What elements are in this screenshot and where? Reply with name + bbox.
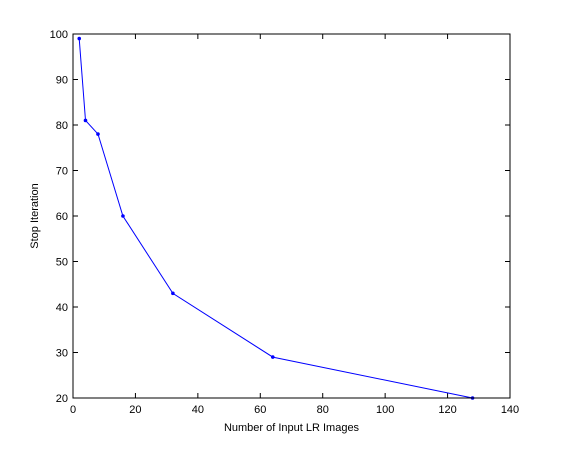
y-tick-label: 70 <box>56 166 68 178</box>
y-axis-label: Stop Iteration <box>29 183 41 248</box>
x-axis-label: Number of Input LR Images <box>224 422 360 434</box>
plot-area <box>73 34 510 398</box>
y-tick-label: 30 <box>56 348 68 360</box>
x-tick-label: 100 <box>376 404 394 416</box>
data-point <box>77 36 82 41</box>
data-point <box>83 118 88 123</box>
data-point <box>96 132 100 136</box>
x-tick-label: 120 <box>438 404 456 416</box>
data-point <box>270 355 275 359</box>
x-tick-label: 0 <box>70 404 76 416</box>
y-tick-label: 80 <box>56 120 68 132</box>
x-tick-label: 60 <box>254 404 266 416</box>
x-tick-label: 140 <box>501 404 519 416</box>
y-tick-label: 60 <box>56 211 68 223</box>
y-tick-label: 50 <box>56 257 68 269</box>
y-tick-label: 100 <box>50 29 68 41</box>
x-tick-label: 20 <box>129 404 141 416</box>
y-tick-label: 20 <box>56 393 68 405</box>
data-point <box>121 214 125 218</box>
x-tick-label: 80 <box>317 404 329 416</box>
series-layer <box>77 36 475 400</box>
y-tick-label: 40 <box>56 302 68 314</box>
y-tick-label: 90 <box>56 75 68 87</box>
x-tick-label: 40 <box>192 404 204 416</box>
axes-box <box>72 33 511 399</box>
data-point <box>171 291 175 296</box>
